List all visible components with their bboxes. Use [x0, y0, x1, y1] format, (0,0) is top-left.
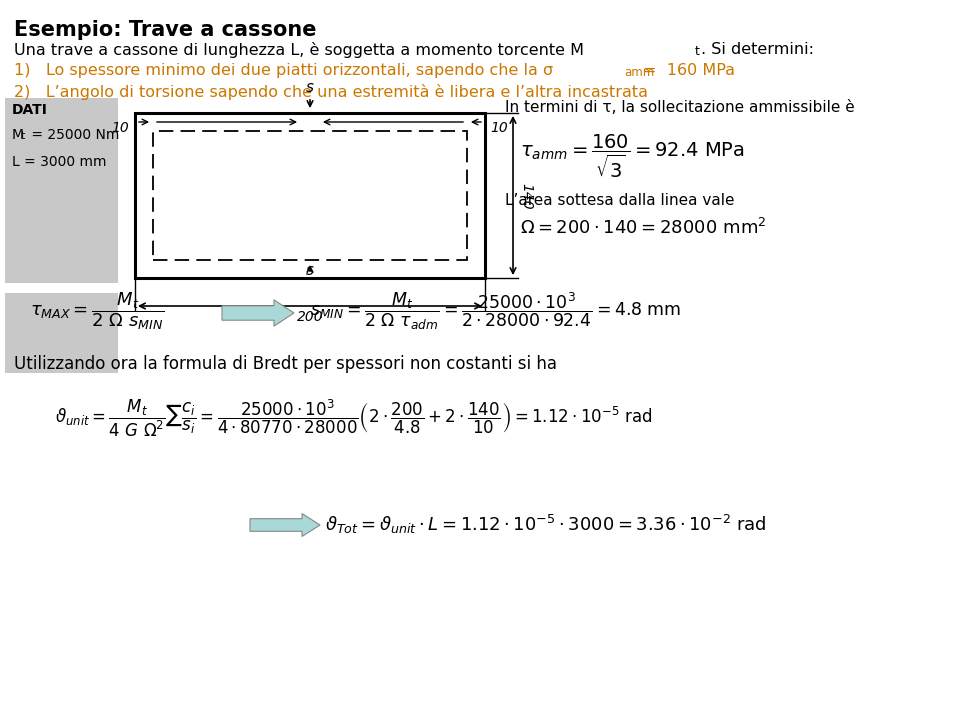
Text: 10: 10: [490, 121, 508, 135]
Text: =  160 MPa: = 160 MPa: [643, 63, 735, 78]
Text: = 25000 Nm: = 25000 Nm: [27, 128, 119, 142]
Text: s: s: [306, 80, 314, 95]
Bar: [135, 113, 485, 278]
Text: $\tau_{amm} = \dfrac{160}{\sqrt{3}} = 92.4\ \mathrm{MPa}$: $\tau_{amm} = \dfrac{160}{\sqrt{3}} = 92…: [520, 133, 745, 180]
Text: L = 3000 mm: L = 3000 mm: [12, 155, 107, 169]
Text: M: M: [12, 128, 24, 142]
Text: Esempio: Trave a cassone: Esempio: Trave a cassone: [14, 20, 317, 40]
Bar: [5, 293, 118, 373]
Text: t: t: [21, 131, 25, 141]
Text: t: t: [695, 45, 700, 58]
Text: s: s: [306, 263, 314, 278]
Text: Una trave a cassone di lunghezza L, è soggetta a momento torcente M: Una trave a cassone di lunghezza L, è so…: [14, 42, 584, 58]
Text: Utilizzando ora la formula di Bredt per spessori non costanti si ha: Utilizzando ora la formula di Bredt per …: [14, 355, 557, 373]
Text: L’area sottesa dalla linea vale: L’area sottesa dalla linea vale: [505, 193, 734, 208]
FancyArrow shape: [222, 300, 294, 326]
Text: $\Omega = 200 \cdot 140 = 28000\ \mathrm{mm}^2$: $\Omega = 200 \cdot 140 = 28000\ \mathrm…: [520, 218, 766, 238]
Text: 200: 200: [297, 310, 324, 324]
Text: . Si determini:: . Si determini:: [701, 42, 814, 57]
Text: amm: amm: [624, 66, 655, 79]
Text: In termini di τ, la sollecitazione ammissibile è: In termini di τ, la sollecitazione ammis…: [505, 100, 854, 115]
Text: 2)   L’angolo di torsione sapendo che una estremità è libera e l’altra incastrat: 2) L’angolo di torsione sapendo che una …: [14, 84, 648, 100]
Text: 10: 10: [111, 121, 129, 135]
Text: $\vartheta_{unit} = \dfrac{M_t}{4\ G\ \Omega^2} \sum \dfrac{c_i}{s_i} = \dfrac{2: $\vartheta_{unit} = \dfrac{M_t}{4\ G\ \O…: [55, 398, 653, 439]
Text: 140: 140: [519, 183, 533, 210]
Text: $\vartheta_{Tot} = \vartheta_{unit} \cdot L = 1.12 \cdot 10^{-5} \cdot 3000 = 3.: $\vartheta_{Tot} = \vartheta_{unit} \cdo…: [325, 513, 767, 536]
Text: 1)   Lo spessore minimo dei due piatti orizzontali, sapendo che la σ: 1) Lo spessore minimo dei due piatti ori…: [14, 63, 553, 78]
FancyArrow shape: [250, 513, 320, 536]
Text: DATI: DATI: [12, 103, 48, 117]
Bar: [5, 98, 118, 283]
Bar: [153, 131, 467, 260]
Text: $\tau_{MAX} = \dfrac{M_t}{2\ \Omega\ s_{MIN}}$: $\tau_{MAX} = \dfrac{M_t}{2\ \Omega\ s_{…: [30, 290, 164, 332]
Text: $s_{MIN} = \dfrac{M_t}{2\ \Omega\ \tau_{adm}} = \dfrac{25000 \cdot 10^3}{2 \cdot: $s_{MIN} = \dfrac{M_t}{2\ \Omega\ \tau_{…: [310, 290, 682, 332]
